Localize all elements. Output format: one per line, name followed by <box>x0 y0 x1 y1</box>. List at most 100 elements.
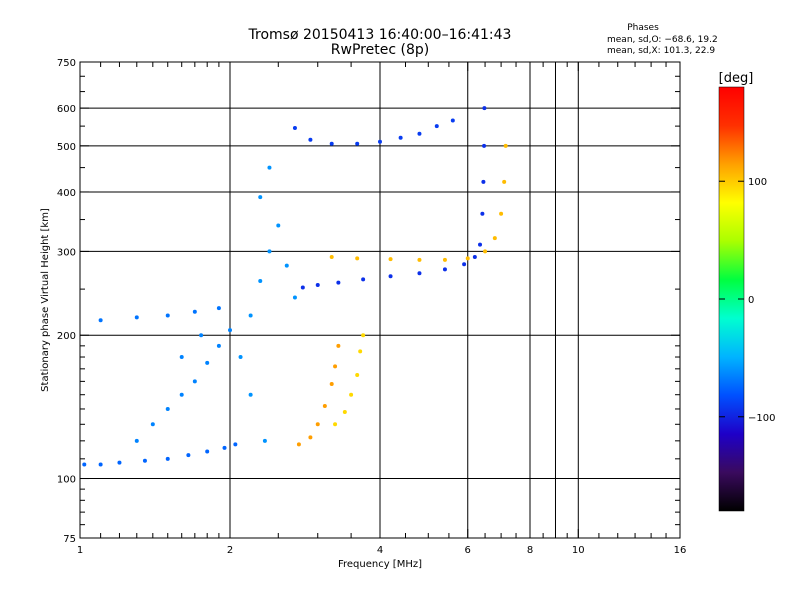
data-point <box>336 280 341 285</box>
data-point <box>482 106 487 111</box>
data-point <box>499 211 504 216</box>
data-point <box>276 223 281 228</box>
colorbar-ticks: 100 0 −100 <box>719 177 775 424</box>
data-point <box>267 165 272 170</box>
colorbar-tick-label: 100 <box>748 177 767 188</box>
data-point <box>308 137 313 142</box>
data-point <box>98 462 103 467</box>
data-point <box>355 256 360 261</box>
data-point <box>355 373 360 378</box>
data-point <box>296 442 301 447</box>
data-point <box>342 409 347 414</box>
x-axis-label: Frequency [MHz] <box>338 559 422 570</box>
data-point <box>165 313 170 318</box>
data-point <box>267 249 272 254</box>
data-point <box>134 438 139 443</box>
data-point <box>222 445 227 450</box>
data-point <box>98 318 103 323</box>
data-point <box>378 139 382 144</box>
grid-lines <box>80 62 680 538</box>
data-point <box>248 392 253 397</box>
y-tick-label: 750 <box>57 58 76 69</box>
data-point <box>216 343 221 348</box>
stats-line-o: mean, sd,O: −68.6, 19.2 <box>607 35 718 45</box>
data-point <box>308 435 313 440</box>
colorbar-tick-label: 0 <box>748 295 754 306</box>
data-point <box>442 257 447 262</box>
data-point <box>465 256 470 261</box>
x-tick-label: 16 <box>674 545 687 556</box>
data-point <box>292 295 297 300</box>
data-point <box>417 131 422 136</box>
x-tick-label: 2 <box>227 545 233 556</box>
data-point <box>134 315 139 320</box>
data-point <box>329 141 334 146</box>
y-tick-label: 300 <box>57 247 76 258</box>
y-axis-label: Stationary phase Virtual Height [km] <box>40 208 51 392</box>
data-point <box>248 313 253 318</box>
data-point <box>300 285 305 290</box>
data-point <box>165 406 170 411</box>
data-point <box>388 274 393 279</box>
data-point <box>349 392 354 397</box>
data-point <box>483 249 488 254</box>
data-point <box>355 141 360 146</box>
data-point <box>417 271 422 276</box>
data-point <box>205 449 210 454</box>
data-point <box>216 306 221 311</box>
plot-frame <box>79 61 681 539</box>
data-point <box>361 277 366 282</box>
data-point <box>262 438 267 443</box>
data-point <box>284 263 289 268</box>
data-point <box>336 343 341 348</box>
data-point <box>333 364 338 369</box>
data-point <box>472 255 477 260</box>
chart-title: Tromsø 20150413 16:40:00–16:41:43 <box>248 27 512 43</box>
data-points <box>82 106 508 467</box>
x-tick-label: 8 <box>527 545 533 556</box>
data-point <box>481 179 486 184</box>
data-point <box>165 456 170 461</box>
colorbar-label: [deg] <box>719 71 754 86</box>
data-point <box>361 333 366 338</box>
x-tick-label: 4 <box>377 545 383 556</box>
data-point <box>482 143 487 148</box>
data-point <box>329 381 334 386</box>
data-point <box>492 236 497 241</box>
data-point <box>462 262 467 267</box>
y-tick-label: 400 <box>57 188 76 199</box>
data-point <box>150 422 155 427</box>
data-point <box>117 460 122 465</box>
stats-header: Phases <box>627 23 659 33</box>
data-point <box>238 355 243 360</box>
x-tick-label: 10 <box>572 545 585 556</box>
data-point <box>205 360 210 365</box>
data-point <box>417 257 422 262</box>
data-point <box>258 279 263 284</box>
data-point <box>142 458 147 463</box>
data-point <box>179 392 184 397</box>
data-point <box>292 126 297 131</box>
data-point <box>258 195 263 200</box>
data-point <box>315 283 320 288</box>
y-tick-label: 200 <box>57 331 76 342</box>
y-tick-label: 75 <box>63 534 76 545</box>
data-point <box>478 242 483 247</box>
data-point <box>358 349 363 354</box>
data-point <box>442 267 447 272</box>
y-tick-label: 100 <box>57 475 76 486</box>
data-point <box>434 124 439 129</box>
data-point <box>199 333 204 338</box>
data-point <box>233 442 238 447</box>
data-point <box>82 462 87 467</box>
data-point <box>398 135 403 140</box>
data-point <box>503 143 508 148</box>
data-point <box>322 404 327 409</box>
x-tick-label: 6 <box>465 545 471 556</box>
data-point <box>480 211 485 216</box>
data-point <box>179 355 184 360</box>
data-point <box>192 379 197 384</box>
axis-ticks: 1 2 4 6 8 10 16 75 100 200 300 400 500 600 750 <box>57 58 686 556</box>
